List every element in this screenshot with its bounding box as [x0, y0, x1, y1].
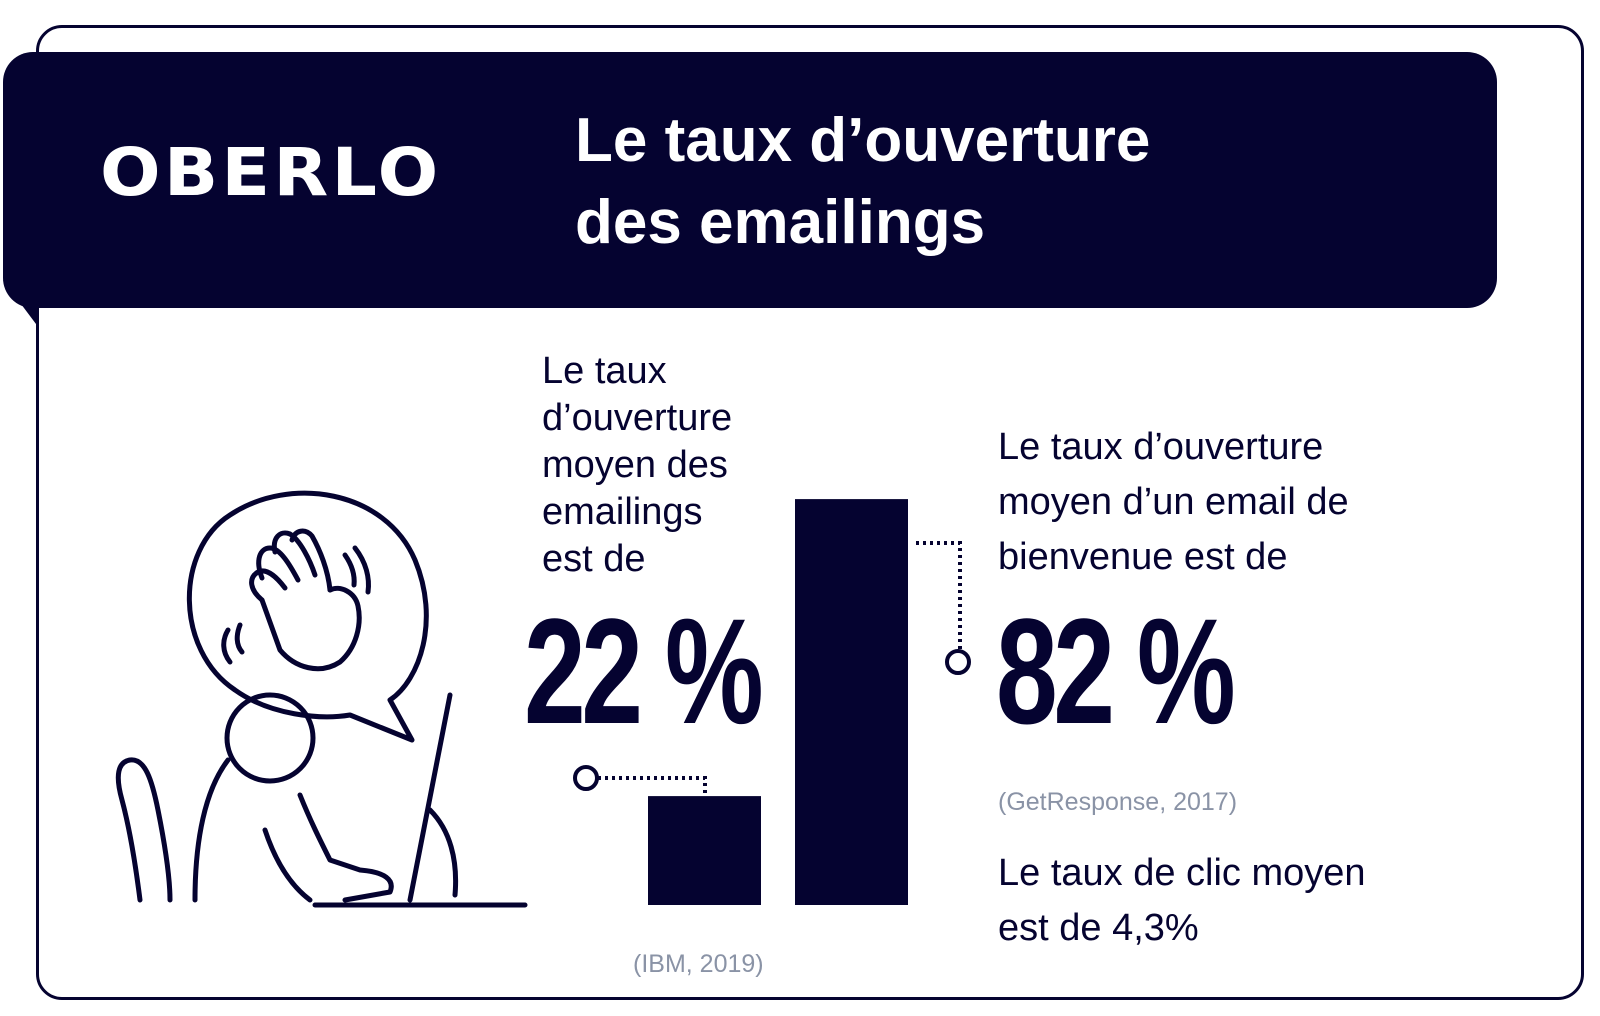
- stat-left-label-line: Le taux: [542, 350, 667, 392]
- stat-left-label-line: est de: [542, 538, 646, 580]
- stat-right-label-line: moyen d’un email de: [998, 481, 1349, 523]
- connector-right: [916, 541, 962, 650]
- stat-left-value: 22 %: [524, 587, 764, 755]
- stat-left-label: Le taux d’ouverture moyen des emailings …: [542, 348, 792, 583]
- bar-emailings: [648, 796, 761, 905]
- stat-right-value: 82 %: [996, 587, 1236, 755]
- header-banner: [3, 52, 1497, 308]
- click-rate-text: Le taux de clic moyen est de 4,3%: [998, 846, 1558, 956]
- title-line-2: des emailings: [575, 188, 986, 257]
- bar-email-de-bienvenue: [795, 499, 908, 905]
- connector-left: [598, 776, 707, 835]
- stat-left-label-line: d’ouverture: [542, 397, 733, 439]
- click-rate-line: Le taux de clic moyen: [998, 852, 1366, 894]
- stat-right-label: Le taux d’ouverture moyen d’un email de …: [998, 420, 1558, 585]
- connector-right-dot: [945, 649, 971, 675]
- title-line-1: Le taux d’ouverture: [575, 106, 1151, 175]
- stat-right-label-line: Le taux d’ouverture: [998, 426, 1324, 468]
- stat-right-label-line: bienvenue est de: [998, 536, 1288, 578]
- stat-left-source: (IBM, 2019): [633, 950, 764, 978]
- page-title: Le taux d’ouverture des emailings: [575, 100, 1375, 264]
- stat-right-source: (GetResponse, 2017): [998, 788, 1238, 816]
- stat-left-label-line: moyen des: [542, 444, 728, 486]
- stat-left-label-line: emailings: [542, 491, 703, 533]
- oberlo-logo: OBERLO: [100, 134, 442, 211]
- click-rate-line: est de 4,3%: [998, 907, 1199, 949]
- connector-left-dot: [573, 765, 599, 791]
